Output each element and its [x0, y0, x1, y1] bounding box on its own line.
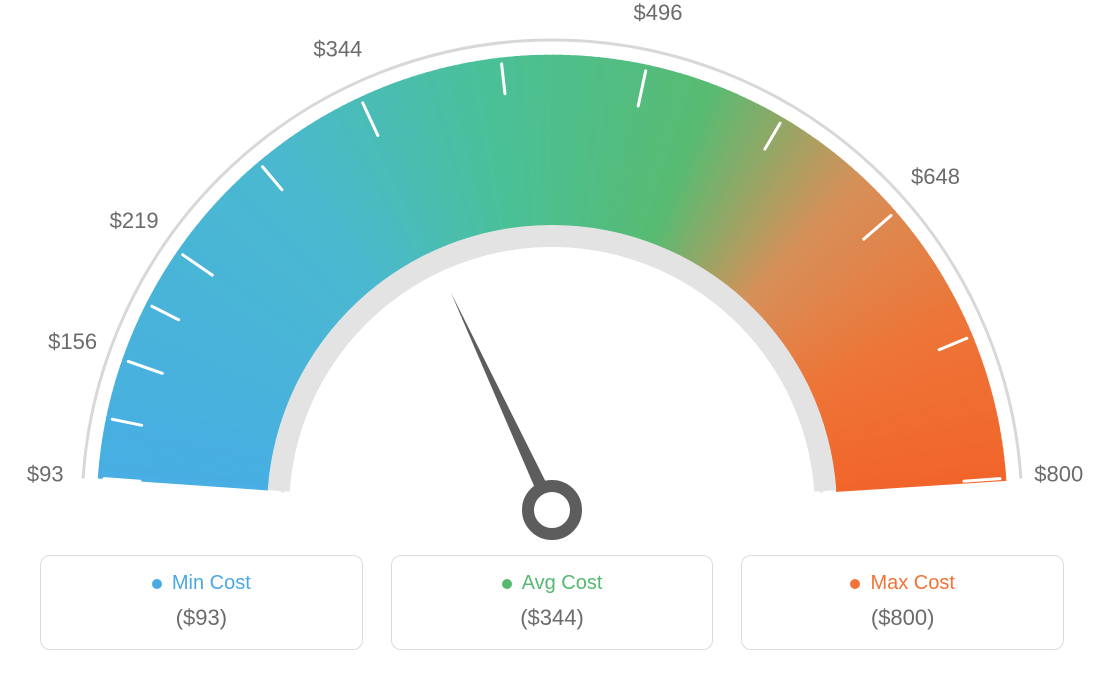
legend-card-max: Max Cost ($800) — [741, 555, 1064, 650]
svg-text:$219: $219 — [110, 208, 159, 233]
legend-title-row-min: Min Cost — [51, 572, 352, 595]
legend-dot-min — [152, 579, 162, 589]
legend-title-avg: Avg Cost — [522, 572, 603, 595]
gauge-needle — [451, 292, 559, 513]
legend-value-min: ($93) — [51, 605, 352, 631]
legend-card-min: Min Cost ($93) — [40, 555, 363, 650]
svg-text:$800: $800 — [1034, 462, 1083, 487]
svg-text:$496: $496 — [634, 0, 683, 25]
legend-value-avg: ($344) — [402, 605, 703, 631]
legend-value-max: ($800) — [752, 605, 1053, 631]
legend-title-row-max: Max Cost — [752, 572, 1053, 595]
svg-text:$93: $93 — [27, 462, 64, 487]
gauge-chart: $93 $156 $219 $344 $496 $648 $800 — [0, 0, 1104, 555]
gauge-band — [98, 55, 1006, 492]
gauge-svg: $93 $156 $219 $344 $496 $648 $800 — [0, 0, 1104, 555]
legend-title-max: Max Cost — [870, 572, 954, 595]
legend-title-min: Min Cost — [172, 572, 251, 595]
legend-card-avg: Avg Cost ($344) — [391, 555, 714, 650]
svg-text:$648: $648 — [911, 164, 960, 189]
gauge-needle-hub — [528, 486, 576, 534]
legend-row: Min Cost ($93) Avg Cost ($344) Max Cost … — [0, 555, 1104, 650]
svg-text:$344: $344 — [313, 36, 362, 61]
legend-dot-avg — [502, 579, 512, 589]
legend-title-row-avg: Avg Cost — [402, 572, 703, 595]
svg-text:$156: $156 — [48, 329, 97, 354]
legend-dot-max — [850, 579, 860, 589]
